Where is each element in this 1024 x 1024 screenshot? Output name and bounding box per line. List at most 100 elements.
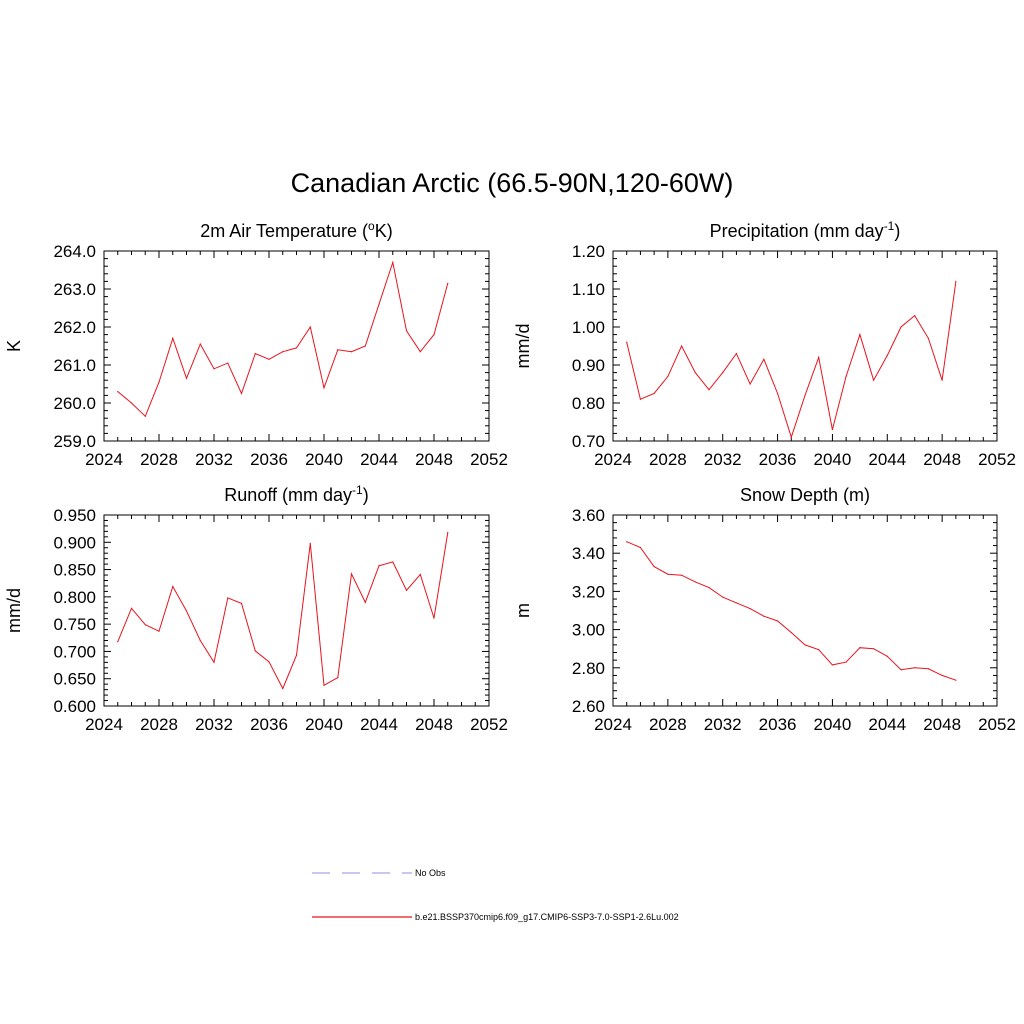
data-point [254, 353, 256, 355]
chart-panel-4: 2024 2028 2032 2036 2040 2044 2048 2052 2.60 2.80… [513, 485, 1016, 734]
panel-title: Precipitation (mm day-1) [710, 219, 901, 241]
data-point [763, 358, 765, 360]
chart-panel-1: 2024 2028 2032 2036 2040 2044 2048 2052 259.0 260… [4, 219, 508, 469]
data-point [639, 398, 642, 400]
data-point [392, 561, 394, 563]
y-tick-label: 0.950 [53, 506, 96, 525]
y-tick-label: 263.0 [53, 280, 96, 299]
y-tick-label: 0.90 [572, 356, 605, 375]
data-point [323, 387, 325, 389]
data-point [323, 684, 325, 686]
data-point [158, 381, 160, 383]
data-point [213, 661, 215, 663]
data-point [364, 601, 366, 603]
y-axis-label: m [513, 603, 533, 618]
panel-title: 2m Air Temperature (oK) [200, 219, 392, 241]
data-point [117, 641, 119, 643]
data-point [804, 394, 806, 396]
y-tick-label: 0.900 [53, 533, 96, 552]
x-tick-label: 2028 [140, 450, 178, 469]
page-title: Canadian Arctic (66.5-90N,120-60W) [290, 168, 734, 198]
data-point [364, 345, 366, 347]
data-point [626, 341, 628, 343]
y-tick-label: 0.700 [53, 642, 96, 661]
x-tick-label: 2048 [415, 450, 453, 469]
y-tick-label: 1.00 [572, 318, 605, 337]
y-tick-label: 0.650 [53, 670, 96, 689]
x-tick-label: 2024 [594, 450, 632, 469]
y-tick-label: 3.40 [572, 544, 605, 563]
data-point [130, 607, 133, 609]
data-point [158, 630, 160, 632]
y-axis-label: K [4, 340, 24, 352]
legend-label: b.e21.BSSP370cmip6.f09_g17.CMIP6-SSP3-7.… [415, 912, 679, 922]
data-point [172, 337, 174, 339]
data-point [447, 282, 449, 284]
data-point [144, 624, 146, 626]
x-tick-label: 2040 [814, 450, 852, 469]
y-tick-label: 1.10 [572, 280, 605, 299]
data-point [309, 542, 311, 544]
y-tick-label: 1.20 [572, 242, 605, 261]
data-point [295, 347, 298, 349]
y-tick-label: 260.0 [53, 394, 96, 413]
y-tick-label: 3.20 [572, 582, 605, 601]
x-tick-label: 2040 [814, 715, 852, 734]
series-line [626, 281, 957, 439]
data-point [927, 337, 930, 339]
legend: No Obs b.e21.BSSP370cmip6.f09_g17.CMIP6-S… [312, 868, 679, 922]
data-point [240, 392, 243, 395]
data-point [172, 585, 174, 588]
data-point [941, 674, 943, 677]
data-point [337, 677, 339, 679]
data-point [337, 349, 339, 351]
x-tick-label: 2036 [250, 715, 288, 734]
data-point [859, 647, 861, 649]
data-point [749, 607, 751, 610]
data-point [845, 661, 847, 663]
y-tick-label: 3.00 [572, 621, 605, 640]
data-point [680, 345, 683, 347]
data-point [268, 661, 270, 663]
data-point [776, 392, 779, 395]
data-point [845, 375, 847, 377]
data-point [667, 375, 669, 377]
data-point [295, 654, 298, 656]
x-tick-label: 2052 [470, 715, 508, 734]
data-point [955, 280, 957, 282]
x-tick-label: 2032 [704, 450, 742, 469]
y-tick-label: 0.800 [53, 588, 96, 607]
y-tick-label: 259.0 [53, 432, 96, 451]
data-point [392, 261, 394, 263]
data-point [227, 597, 229, 599]
data-point [694, 372, 696, 374]
data-point [213, 368, 215, 370]
plot-frame [103, 250, 490, 442]
legend-item-2: b.e21.BSSP370cmip6.f09_g17.CMIP6-SSP3-7.… [312, 912, 679, 922]
data-point [419, 573, 421, 576]
x-tick-label: 2040 [305, 450, 343, 469]
data-point [886, 354, 888, 357]
data-point [914, 667, 916, 669]
legend-item-1: No Obs [312, 868, 446, 878]
data-point [199, 343, 201, 345]
x-tick-label: 2032 [195, 450, 233, 469]
data-point [708, 389, 710, 391]
data-point [763, 615, 765, 617]
data-point [872, 648, 875, 650]
y-tick-label: 0.600 [53, 697, 96, 716]
x-tick-label: 2052 [978, 715, 1016, 734]
y-tick-label: 0.80 [572, 394, 605, 413]
data-point [117, 391, 119, 393]
x-tick-label: 2032 [195, 715, 233, 734]
data-point [199, 639, 201, 642]
data-point [185, 377, 188, 379]
data-point [667, 573, 669, 575]
x-tick-label: 2036 [759, 450, 797, 469]
x-tick-label: 2052 [470, 450, 508, 469]
data-point [433, 617, 435, 619]
y-tick-label: 2.80 [572, 659, 605, 678]
data-point [955, 679, 957, 681]
data-point [653, 392, 655, 395]
x-tick-label: 2048 [415, 715, 453, 734]
